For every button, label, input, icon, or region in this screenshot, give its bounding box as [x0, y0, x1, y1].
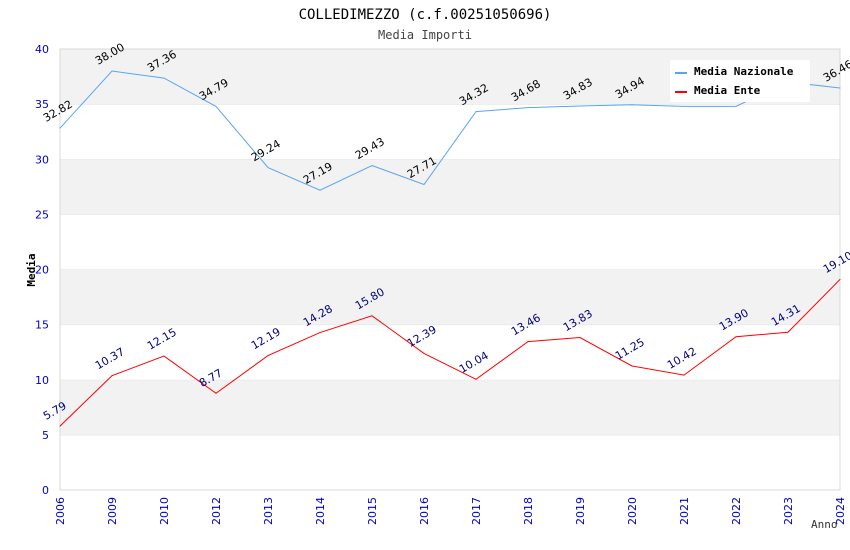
data-point	[631, 365, 633, 367]
x-tick-label: 2024	[834, 497, 847, 525]
y-tick-label: 35	[35, 98, 49, 111]
y-axis-label: Media	[25, 253, 38, 286]
data-point	[579, 105, 581, 107]
x-axis-label: Anno	[811, 518, 838, 531]
data-point	[215, 105, 217, 107]
data-point	[683, 105, 685, 107]
grid-band	[60, 104, 840, 160]
grid-band	[60, 379, 840, 435]
y-tick-label: 0	[42, 484, 49, 497]
chart-subtitle: Media Importi	[378, 28, 472, 42]
grid-band	[60, 269, 840, 325]
data-point	[475, 378, 477, 380]
y-tick-label: 20	[35, 264, 49, 277]
x-tick-label: 2019	[574, 497, 587, 525]
data-point	[527, 341, 529, 343]
x-tick-label: 2020	[626, 497, 639, 525]
data-point	[215, 392, 217, 394]
data-point	[163, 355, 165, 357]
y-tick-label: 10	[35, 374, 49, 387]
y-tick-label: 40	[35, 43, 49, 56]
series-line-nazionale	[59, 70, 841, 191]
data-point	[839, 278, 841, 280]
data-point	[371, 315, 373, 317]
x-tick-label: 2012	[210, 497, 223, 525]
y-tick-label: 30	[35, 153, 49, 166]
x-tick-label: 2017	[470, 497, 483, 525]
grid-band	[60, 434, 840, 490]
data-point	[579, 337, 581, 339]
data-point	[683, 374, 685, 376]
data-point	[423, 352, 425, 354]
data-point	[475, 111, 477, 113]
data-point	[787, 331, 789, 333]
x-tick-label: 2016	[418, 497, 431, 525]
data-point	[267, 355, 269, 357]
y-tick-label: 25	[35, 208, 49, 221]
data-point	[423, 183, 425, 185]
data-point	[371, 165, 373, 167]
series-line-ente	[59, 279, 841, 427]
y-tick-label: 5	[42, 429, 49, 442]
legend-label-nazionale: Media Nazionale	[694, 65, 794, 78]
x-tick-label: 2014	[314, 497, 327, 525]
data-point	[527, 107, 529, 109]
x-tick-label: 2009	[106, 497, 119, 525]
data-point	[111, 375, 113, 377]
data-point	[59, 425, 61, 427]
data-point	[319, 332, 321, 334]
x-tick-label: 2023	[782, 497, 795, 525]
data-point	[735, 336, 737, 338]
data-point	[59, 127, 61, 129]
data-point	[735, 105, 737, 107]
data-point	[319, 189, 321, 191]
data-point	[163, 77, 165, 79]
x-tick-label: 2010	[158, 497, 171, 525]
data-point	[839, 87, 841, 89]
chart-title: COLLEDIMEZZO (c.f.00251050696)	[299, 7, 552, 23]
x-tick-label: 2013	[262, 497, 275, 525]
legend: Media Nazionale Media Ente	[670, 60, 810, 102]
data-point	[267, 167, 269, 169]
data-point	[631, 104, 633, 106]
x-tick-label: 2018	[522, 497, 535, 525]
legend-label-ente: Media Ente	[694, 84, 761, 97]
data-point	[111, 70, 113, 72]
y-tick-label: 15	[35, 319, 49, 332]
grid-band	[60, 159, 840, 215]
grid-band	[60, 324, 840, 380]
x-tick-label: 2021	[678, 497, 691, 525]
x-tick-label: 2006	[54, 497, 67, 525]
plot-frame	[59, 48, 841, 491]
x-tick-label: 2015	[366, 497, 379, 525]
grid-band	[60, 214, 840, 270]
x-tick-label: 2022	[730, 497, 743, 525]
